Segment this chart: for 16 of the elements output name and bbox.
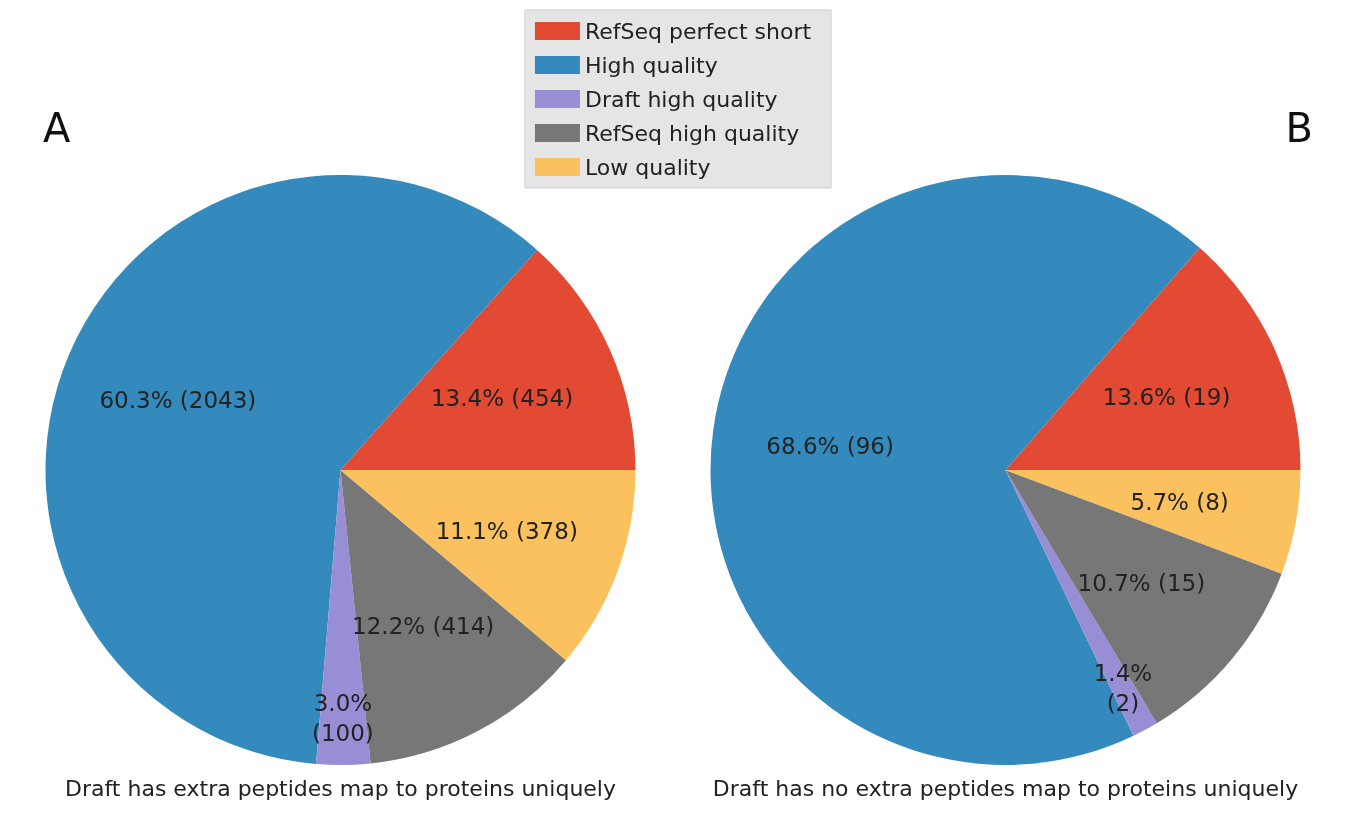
slice-label: A — [43, 105, 71, 151]
data-label: 13.6% (19) — [1102, 383, 1231, 410]
legend-label: Low quality — [584, 154, 711, 180]
legend-label: RefSeq perfect short — [584, 18, 812, 44]
legend-label: High quality — [584, 52, 718, 78]
text: Draft has no extra peptides map to proteins uniquely — [712, 775, 1299, 801]
data-label: 11.1% (378) — [435, 517, 578, 544]
text: Draft has extra peptides map to proteins uniquely — [65, 775, 616, 801]
data-label: 68.6% (96) — [766, 433, 894, 460]
legend-label: RefSeq high quality — [584, 120, 800, 146]
slice-label: B — [1285, 105, 1314, 151]
data-label: 60.3% (2043) — [99, 387, 257, 414]
data-label: 13.4% (454) — [430, 384, 574, 411]
data-label: 5.7% (8) — [1130, 488, 1229, 515]
data-label: 10.7% (15) — [1077, 570, 1206, 597]
legend-label: Draft high quality — [584, 86, 778, 112]
